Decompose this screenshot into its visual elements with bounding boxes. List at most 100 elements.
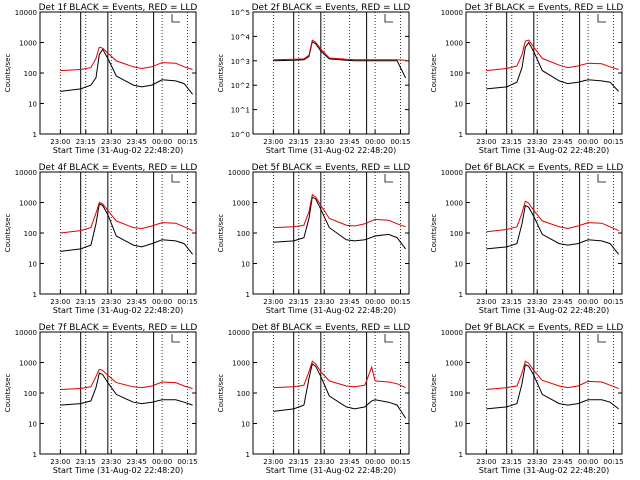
detector-panel-2: Det 2f BLACK = Events, RED = LLD Counts/s… (217, 3, 411, 155)
y-tick-label: 10 (241, 261, 250, 269)
x-tick-label: 23:45 (340, 458, 360, 466)
y-tick-label: 100 (24, 70, 37, 78)
x-tick-label: 23:15 (76, 138, 96, 146)
y-tick-label: 10 (454, 261, 463, 269)
y-tick-label: 100 (450, 230, 463, 238)
y-tick-label: 1000 (19, 200, 37, 208)
x-tick-label: 23:30 (101, 138, 121, 146)
x-axis-title: Start Time (31-Aug-02 22:48:20) (266, 306, 397, 315)
x-tick-label: 23:15 (289, 458, 309, 466)
x-axis-title: Start Time (31-Aug-02 22:48:20) (266, 466, 397, 475)
x-tick-label: 00:00 (365, 298, 385, 306)
series-line-events (486, 204, 619, 255)
x-tick-label: 00:15 (603, 458, 623, 466)
series-line-lld (273, 39, 406, 61)
y-tick-label: 1000 (445, 40, 463, 48)
x-tick-label: 23:30 (101, 298, 121, 306)
plot-frame (39, 171, 197, 295)
corner-mark (597, 174, 606, 183)
x-tick-label: 00:15 (390, 138, 410, 146)
y-axis-label: Counts/sec (4, 54, 12, 93)
y-tick-label: 10^1 (231, 107, 250, 115)
x-tick-label: 23:15 (502, 458, 522, 466)
x-tick-label: 23:00 (50, 298, 70, 306)
corner-mark (384, 174, 393, 183)
panel-title: Det 9f BLACK = Events, RED = LLD (465, 323, 624, 333)
x-axis-title: Start Time (31-Aug-02 22:48:20) (266, 146, 397, 155)
y-tick-label: 10^3 (231, 58, 250, 66)
x-tick-label: 23:45 (127, 458, 147, 466)
series-line-events (60, 372, 193, 406)
y-tick-label: 10^4 (231, 33, 251, 41)
x-tick-label: 00:15 (177, 458, 197, 466)
x-tick-label: 00:00 (365, 458, 385, 466)
y-tick-label: 1 (246, 451, 250, 459)
x-tick-label: 00:00 (152, 458, 172, 466)
corner-mark (171, 14, 180, 23)
y-tick-label: 1000 (232, 200, 250, 208)
y-tick-label: 1 (33, 291, 37, 299)
series-line-events (273, 363, 407, 419)
plot-frame (252, 171, 410, 295)
x-tick-label: 00:00 (578, 138, 598, 146)
y-tick-label: 10 (454, 101, 463, 109)
y-tick-label: 10^5 (231, 9, 250, 17)
series-line-lld (486, 200, 619, 233)
series-line-events (60, 48, 193, 95)
y-tick-label: 1000 (445, 360, 463, 368)
y-tick-label: 1 (33, 451, 37, 459)
x-axis-title: Start Time (31-Aug-02 22:48:20) (479, 466, 610, 475)
x-tick-label: 23:30 (101, 458, 121, 466)
y-tick-label: 10000 (441, 9, 463, 17)
x-axis-title: Start Time (31-Aug-02 22:48:20) (53, 306, 184, 315)
panel-title: Det 4f BLACK = Events, RED = LLD (39, 163, 198, 173)
x-tick-label: 00:15 (603, 138, 623, 146)
corner-mark (171, 174, 180, 183)
x-tick-label: 23:00 (50, 458, 70, 466)
y-tick-label: 100 (450, 70, 463, 78)
x-axis-title: Start Time (31-Aug-02 22:48:20) (53, 466, 184, 475)
x-tick-label: 00:15 (603, 298, 623, 306)
y-axis-label: Counts/sec (430, 374, 438, 413)
y-tick-label: 10000 (228, 169, 250, 177)
x-tick-label: 23:45 (553, 138, 573, 146)
x-tick-label: 23:30 (314, 138, 334, 146)
series-line-lld (486, 360, 619, 390)
y-tick-label: 10 (454, 421, 463, 429)
y-tick-label: 1 (459, 131, 463, 139)
x-tick-label: 23:45 (127, 298, 147, 306)
y-tick-label: 100 (237, 390, 250, 398)
series-line-lld (486, 39, 619, 72)
y-tick-label: 10 (28, 261, 37, 269)
x-tick-label: 23:00 (476, 458, 496, 466)
y-axis-label: Counts/sec (217, 54, 225, 93)
x-tick-label: 23:30 (314, 298, 334, 306)
panel-title: Det 2f BLACK = Events, RED = LLD (252, 3, 411, 13)
x-tick-label: 23:45 (340, 298, 360, 306)
y-tick-label: 10000 (441, 329, 463, 337)
y-tick-label: 1000 (445, 200, 463, 208)
y-tick-label: 100 (237, 230, 250, 238)
x-tick-label: 23:45 (340, 138, 360, 146)
y-tick-label: 1000 (19, 360, 37, 368)
series-line-events (486, 363, 619, 410)
x-tick-label: 23:00 (263, 458, 283, 466)
x-tick-label: 23:15 (76, 458, 96, 466)
plot-frame (39, 11, 197, 135)
detector-panel-1: Det 1f BLACK = Events, RED = LLD Counts/s… (4, 3, 198, 155)
x-tick-label: 00:00 (152, 138, 172, 146)
plot-frame (465, 11, 623, 135)
y-axis-label: Counts/sec (217, 214, 225, 253)
x-axis-title: Start Time (31-Aug-02 22:48:20) (479, 306, 610, 315)
plot-frame (39, 331, 197, 455)
detector-panel-6: Det 6f BLACK = Events, RED = LLD Counts/s… (430, 163, 624, 315)
y-tick-label: 1000 (19, 40, 37, 48)
x-tick-label: 23:15 (76, 298, 96, 306)
detector-panel-7: Det 7f BLACK = Events, RED = LLD Counts/s… (4, 323, 198, 475)
series-line-lld (273, 193, 406, 229)
detector-panel-5: Det 5f BLACK = Events, RED = LLD Counts/s… (217, 163, 411, 315)
y-axis-label: Counts/sec (217, 374, 225, 413)
plot-frame (252, 331, 410, 455)
x-axis-title: Start Time (31-Aug-02 22:48:20) (53, 146, 184, 155)
x-tick-label: 00:15 (177, 138, 197, 146)
